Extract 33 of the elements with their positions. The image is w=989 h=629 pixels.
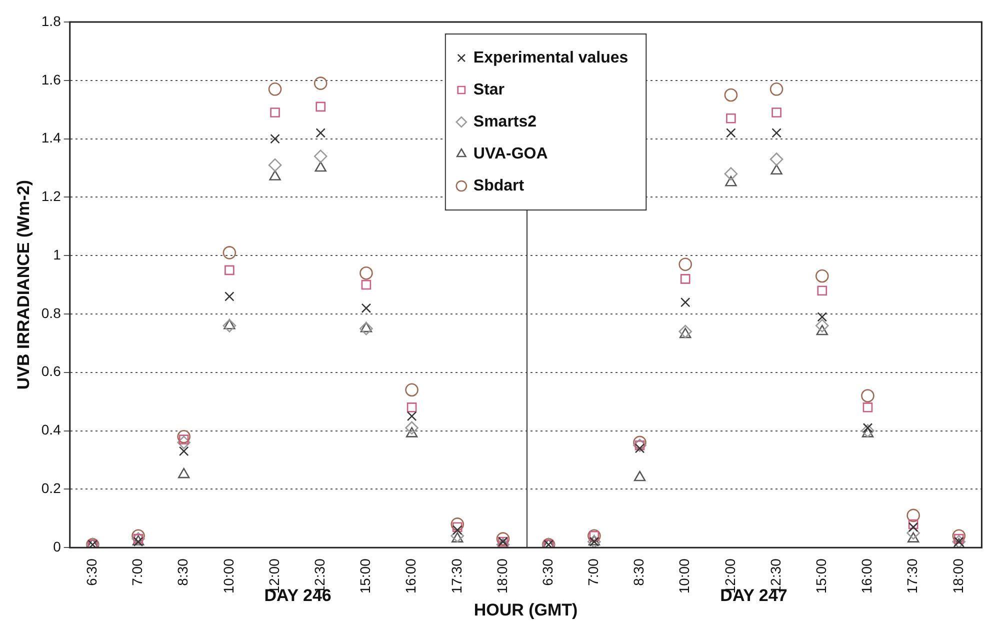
x-tick-label: 7:00 (129, 558, 146, 586)
legend-label: Smarts2 (473, 113, 537, 130)
x-axis-title: HOUR (GMT) (474, 600, 578, 620)
y-tick-label: 0.2 (41, 480, 62, 496)
x-tick-label: 15:00 (812, 558, 829, 594)
y-tick-label: 1.4 (41, 130, 62, 146)
y-tick-label: 1.8 (41, 12, 62, 29)
x-tick-label: 6:30 (84, 558, 100, 586)
y-tick-label: 0 (53, 538, 62, 554)
x-tick-label: 17:30 (448, 558, 464, 594)
x-tick-label: 15:00 (357, 558, 374, 594)
y-tick-label: 1 (53, 246, 62, 262)
y-tick-label: 0.4 (41, 422, 62, 438)
x-tick-label: 18:00 (950, 558, 966, 594)
y-axis-title: UVB IRRADIANCE (Wm-2) (14, 180, 33, 390)
x-tick-label: 8:30 (630, 558, 647, 586)
x-tick-label: 8:30 (174, 558, 191, 586)
x-tick-label: 6:30 (539, 558, 556, 586)
y-tick-label: 1.2 (41, 188, 62, 204)
x-tick-label: 18:00 (494, 558, 510, 594)
x-tick-label: 10:00 (220, 558, 236, 594)
x-tick-label: 7:00 (585, 558, 602, 586)
legend-label: Sbdart (473, 177, 525, 194)
legend-label: Experimental values (473, 49, 628, 66)
y-tick-label: 0.8 (41, 304, 62, 321)
legend-label: Star (473, 81, 505, 98)
x-tick-label: 16:00 (402, 558, 419, 594)
y-tick-label: 0.6 (41, 363, 62, 380)
x-tick-label: 10:00 (676, 558, 692, 594)
x-tick-label: 16:00 (858, 558, 875, 594)
x-tick-label: 17:30 (904, 558, 920, 594)
legend-label: UVA-GOA (473, 145, 548, 162)
y-tick-label: 1.6 (41, 71, 62, 88)
